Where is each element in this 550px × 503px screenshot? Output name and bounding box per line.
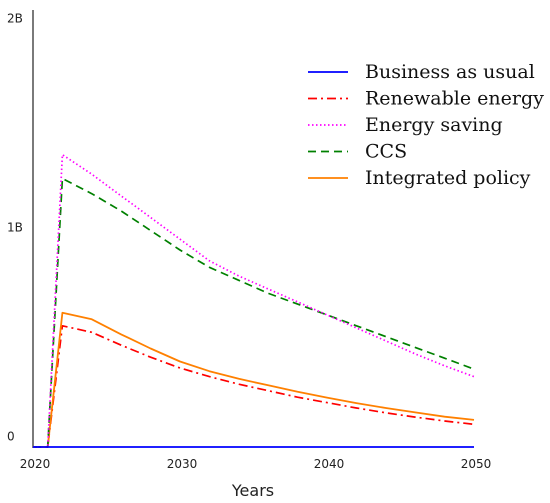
series-line-energy-saving xyxy=(33,153,475,448)
x-axis-label: Years xyxy=(231,481,274,500)
x-tick-label: 2040 xyxy=(314,457,345,471)
x-tick-label: 2030 xyxy=(167,457,198,471)
x-tick-label: 2050 xyxy=(461,457,492,471)
legend-label: Business as usual xyxy=(365,61,535,83)
chart-axes: 0 1B 2B 2020 2030 2040 2050 xyxy=(7,10,491,471)
y-tick-label: 2B xyxy=(7,12,23,26)
x-tick-label: 2020 xyxy=(20,457,51,471)
legend-label: Energy saving xyxy=(365,114,503,136)
chart-legend: Business as usual Renewable energy Energy … xyxy=(308,61,544,189)
series-line-integrated-policy xyxy=(33,311,475,448)
legend-label: Renewable energy xyxy=(365,88,544,110)
series-line-renewable-energy xyxy=(33,324,475,448)
legend-label: CCS xyxy=(365,141,407,163)
legend-label: Integrated policy xyxy=(365,167,531,189)
series-line-ccs xyxy=(33,177,475,448)
y-tick-label: 1B xyxy=(7,221,23,235)
y-tick-label: 0 xyxy=(7,430,15,444)
chart-series-lines xyxy=(33,153,475,448)
